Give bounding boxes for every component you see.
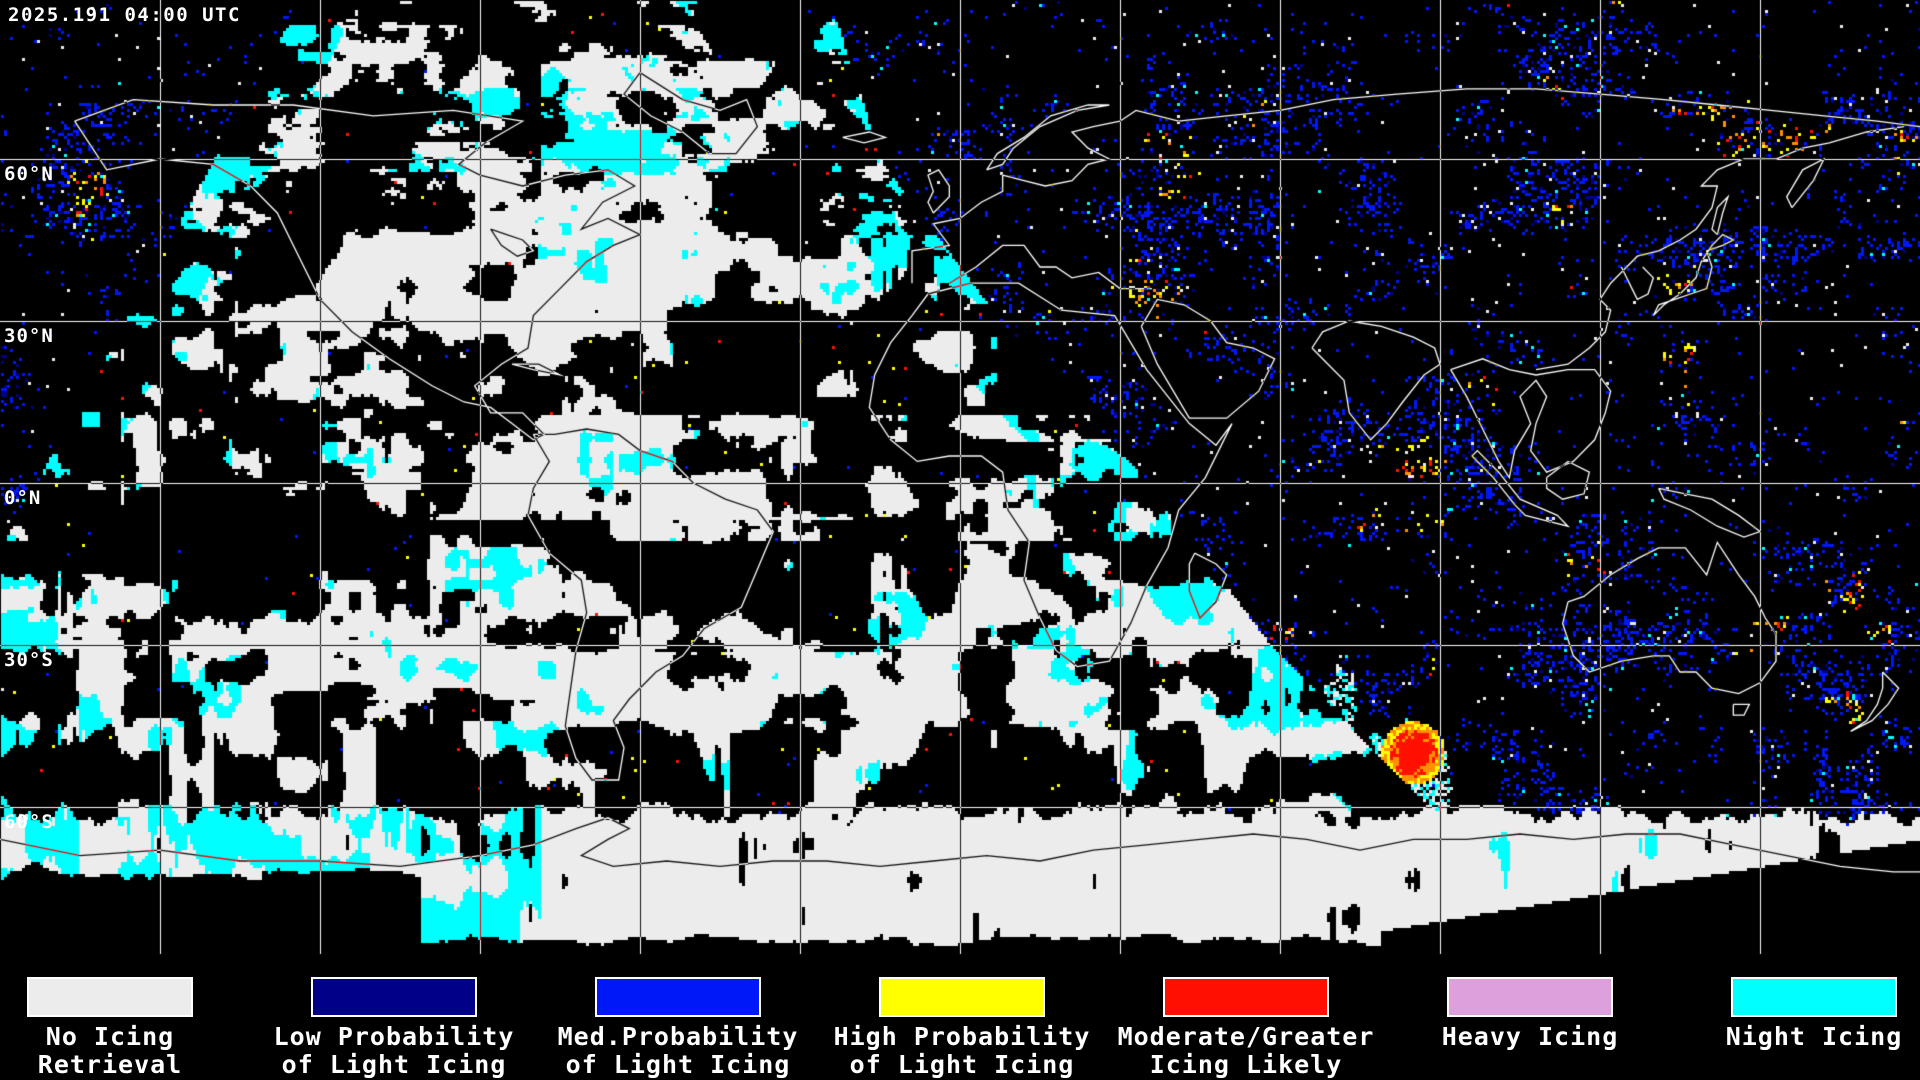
legend-item-low-probability: Low Probability of Light Icing [252,977,536,1079]
legend-swatch-moderate-greater [1163,977,1329,1017]
icing-map-canvas [0,0,1920,958]
legend-label: Low Probability [273,1022,515,1051]
legend-item-high-probability: High Probability of Light Icing [820,977,1104,1079]
legend-item-moderate-greater: Moderate/Greater Icing Likely [1104,977,1388,1079]
legend-swatch-no-icing [27,977,193,1017]
legend-label: of Light Icing [281,1050,507,1079]
legend-swatch-high-probability [879,977,1045,1017]
legend-swatch-low-probability [311,977,477,1017]
legend-label: Heavy Icing [1441,1022,1619,1051]
legend-label: Med.Probability [557,1022,799,1051]
legend-label: No Icing [45,1022,175,1051]
legend-item-heavy-icing: Heavy Icing [1388,977,1672,1051]
legend-label: Night Icing [1725,1022,1903,1051]
legend: No Icing Retrieval Low Probability of Light… [0,965,1920,1080]
timestamp: 2025.191 04:00 UTC [8,4,241,26]
legend-label: Icing Likely [1149,1050,1343,1079]
latitude-label: 0°N [4,487,42,509]
legend-swatch-med-probability [595,977,761,1017]
legend-label: of Light Icing [849,1050,1075,1079]
legend-item-no-icing: No Icing Retrieval [0,977,252,1079]
latitude-label: 30°S [4,649,54,671]
legend-item-night-icing: Night Icing [1672,977,1920,1051]
legend-swatch-night-icing [1731,977,1897,1017]
legend-label: High Probability [833,1022,1091,1051]
latitude-label: 60°N [4,163,54,185]
legend-label: Moderate/Greater [1117,1022,1375,1051]
latitude-label: 30°N [4,325,54,347]
legend-label: of Light Icing [565,1050,791,1079]
legend-label: Retrieval [37,1050,183,1079]
latitude-label: 60°S [4,811,54,833]
legend-swatch-heavy-icing [1447,977,1613,1017]
legend-item-med-probability: Med.Probability of Light Icing [536,977,820,1079]
